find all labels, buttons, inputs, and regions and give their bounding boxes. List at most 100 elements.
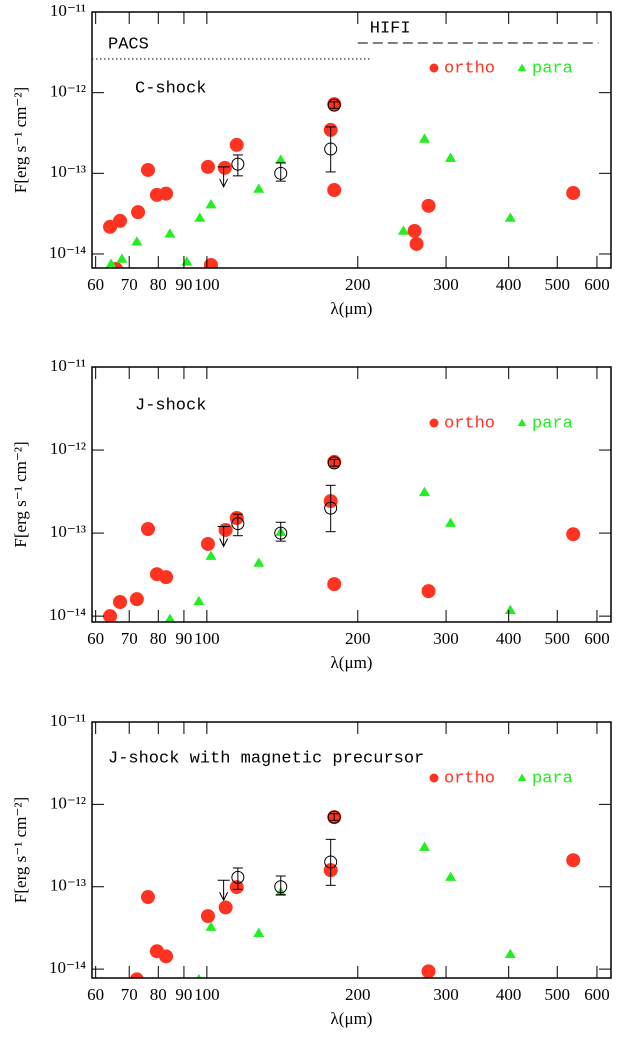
x-tick-label: 600 (584, 629, 610, 648)
x-tick-label: 100 (194, 985, 220, 1004)
data-point (205, 199, 217, 209)
y-tick-label: 10⁻¹² (50, 439, 86, 458)
x-tick-label: 80 (150, 275, 167, 294)
legend-marker (517, 773, 527, 782)
data-point (229, 880, 244, 895)
observed-point (231, 157, 245, 171)
data-point (217, 160, 232, 175)
data-point (409, 236, 424, 251)
legend-label: para (532, 769, 573, 788)
plot-frame (91, 366, 612, 623)
data-point (205, 921, 217, 931)
data-point (159, 949, 174, 964)
x-tick-label: 100 (194, 275, 220, 294)
data-point (566, 527, 581, 542)
legend-marker (517, 418, 527, 427)
legend-marker (429, 773, 439, 783)
observed-point (231, 870, 245, 884)
data-point (200, 159, 215, 174)
y-tick-label: 10⁻¹³ (50, 876, 86, 895)
y-tick-label: 10⁻¹⁴ (49, 958, 86, 977)
x-tick-label: 90 (175, 629, 192, 648)
x-tick-label: 90 (175, 275, 192, 294)
y-tick-label: 10⁻¹³ (50, 162, 86, 181)
data-point (218, 522, 233, 537)
observed-point (324, 855, 338, 869)
legend-marker (429, 418, 439, 428)
legend-marker (517, 63, 527, 72)
y-axis-label: F[erg s⁻¹ cm⁻²] (11, 87, 30, 193)
data-point (116, 253, 128, 263)
data-point (129, 592, 144, 607)
y-tick-label: 10⁻¹¹ (50, 1, 86, 20)
data-point (566, 853, 581, 868)
panel-title: J-shock (135, 396, 206, 415)
legend-marker (429, 63, 439, 73)
observed-point (231, 517, 245, 531)
x-tick-label: 200 (345, 629, 371, 648)
data-point (504, 948, 516, 958)
data-point (159, 570, 174, 585)
y-tick-label: 10⁻¹³ (50, 522, 86, 541)
data-point (327, 577, 342, 592)
data-point (113, 594, 128, 609)
observed-point (327, 98, 341, 112)
data-point (200, 909, 215, 924)
legend-label: para (532, 59, 573, 78)
data-point (566, 186, 581, 201)
observed-point (327, 456, 341, 470)
data-point (130, 972, 144, 978)
data-point (200, 536, 215, 551)
plot-area (130, 810, 581, 978)
x-tick-label: 60 (87, 275, 104, 294)
x-tick-label: 90 (175, 985, 192, 1004)
data-point (421, 964, 436, 978)
x-tick-label: 200 (345, 275, 371, 294)
observed-point (324, 501, 338, 515)
data-point (263, 269, 277, 283)
data-point (504, 212, 516, 222)
data-point (418, 841, 430, 851)
x-axis-label: λ(μm) (331, 1009, 373, 1028)
data-point (421, 198, 436, 213)
data-point (407, 223, 422, 238)
data-point (113, 213, 128, 228)
data-point (164, 228, 176, 238)
y-tick-label: 10⁻¹² (50, 793, 86, 812)
data-point (445, 517, 457, 527)
data-point (193, 595, 205, 606)
data-point (327, 183, 342, 198)
x-tick-label: 60 (87, 985, 104, 1004)
x-axis-label: λ(μm) (331, 299, 373, 318)
legend-label: ortho (444, 59, 495, 78)
x-tick-label: 70 (121, 275, 138, 294)
upper-limit (217, 526, 230, 548)
data-point (103, 609, 118, 622)
data-point (194, 212, 206, 222)
observed-point (274, 880, 288, 894)
x-tick-label: 600 (584, 275, 610, 294)
data-point (140, 162, 155, 177)
data-point (196, 973, 202, 978)
data-point (421, 584, 436, 599)
x-tick-label: 300 (433, 985, 459, 1004)
legend-label: para (532, 414, 573, 433)
x-tick-label: 60 (87, 629, 104, 648)
data-point (445, 152, 457, 162)
data-point (105, 258, 117, 268)
x-tick-label: 400 (496, 275, 522, 294)
data-point (205, 550, 217, 560)
data-point (275, 154, 287, 164)
data-point (229, 137, 244, 152)
y-tick-label: 10⁻¹² (50, 82, 86, 101)
x-tick-label: 80 (150, 629, 167, 648)
x-tick-label: 200 (345, 985, 371, 1004)
instrument-label: HIFI (370, 19, 411, 38)
data-point (131, 205, 146, 220)
data-point (203, 257, 218, 268)
observed-point (327, 810, 341, 824)
x-tick-label: 500 (545, 985, 571, 1004)
plot-area (103, 97, 581, 283)
